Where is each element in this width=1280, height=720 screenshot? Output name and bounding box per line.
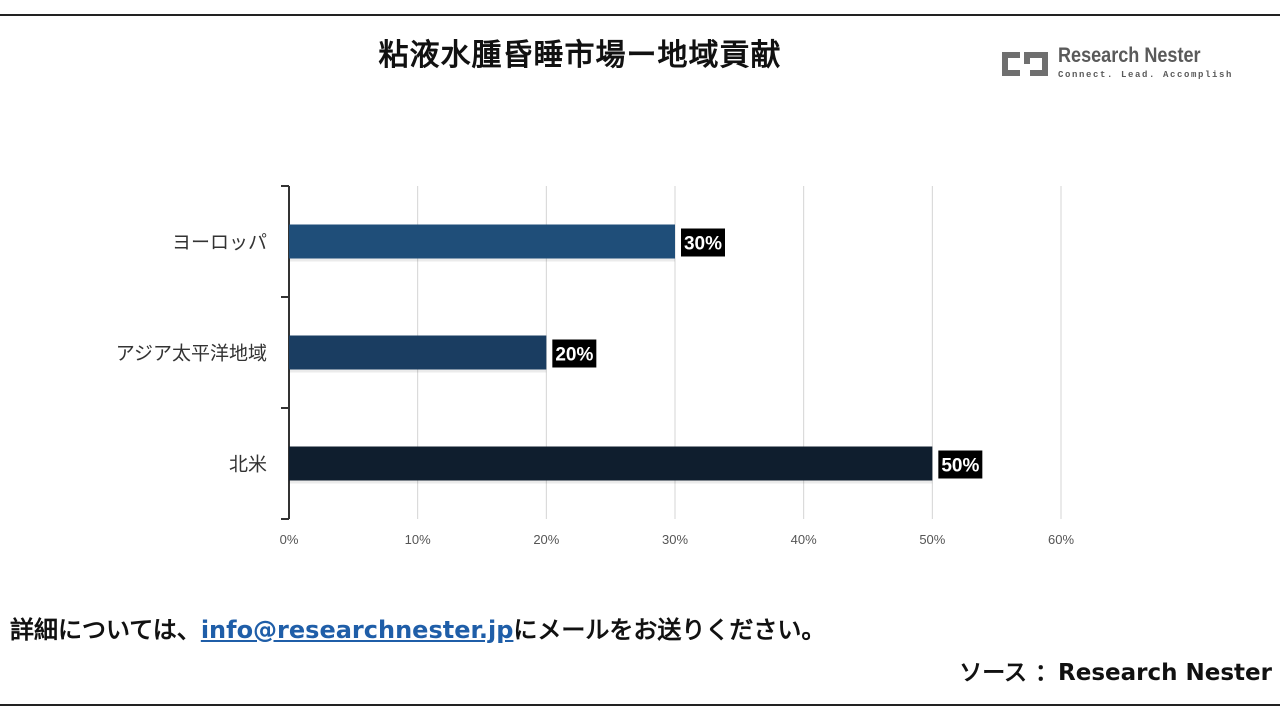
bar bbox=[289, 446, 933, 481]
logo-name: Research Nester bbox=[1058, 44, 1201, 67]
category-label: 北米 bbox=[229, 454, 267, 476]
data-label-box bbox=[681, 228, 725, 257]
research-nester-logo: Research Nester Connect. Lead. Accomplis… bbox=[998, 44, 1231, 84]
data-labels: 30% 20% 50% bbox=[552, 228, 983, 479]
x-tick-label: 20% bbox=[533, 532, 559, 547]
logo-mark-icon bbox=[1002, 52, 1048, 76]
x-axis-ticks: 0% 10% 20% 30% 40% 50% 60% bbox=[280, 532, 1075, 547]
bar bbox=[289, 335, 547, 370]
data-label: 50% bbox=[941, 456, 979, 477]
category-label: ヨーロッパ bbox=[172, 232, 267, 254]
x-tick-label: 60% bbox=[1048, 532, 1074, 547]
email-link[interactable]: info@researchnester.jp bbox=[200, 616, 514, 644]
bottom-border bbox=[0, 704, 1280, 706]
bars bbox=[289, 224, 933, 484]
data-label-box bbox=[552, 339, 597, 368]
source-credit: ソース ：Research Nester bbox=[959, 660, 1272, 686]
x-tick-label: 50% bbox=[919, 532, 945, 547]
bar bbox=[289, 224, 675, 259]
contact-prefix: 詳細については、 bbox=[10, 616, 201, 644]
logo-tagline: Connect. Lead. Accomplish bbox=[1058, 70, 1234, 80]
data-label: 30% bbox=[684, 234, 722, 255]
top-border bbox=[0, 14, 1280, 16]
category-label: アジア太平洋地域 bbox=[116, 343, 267, 365]
x-tick-label: 40% bbox=[791, 532, 817, 547]
x-tick-label: 10% bbox=[405, 532, 431, 547]
contact-line: 詳細については、info@researchnester.jpにメールをお送りくだ… bbox=[10, 610, 825, 645]
data-label-box bbox=[938, 450, 983, 479]
contact-suffix: にメールをお送りください。 bbox=[513, 616, 826, 644]
x-tick-label: 30% bbox=[662, 532, 688, 547]
chart-title: 粘液水腫昏睡市場ー地域貢献 bbox=[378, 38, 782, 73]
x-tick-label: 0% bbox=[280, 532, 299, 547]
data-label: 20% bbox=[555, 345, 593, 366]
